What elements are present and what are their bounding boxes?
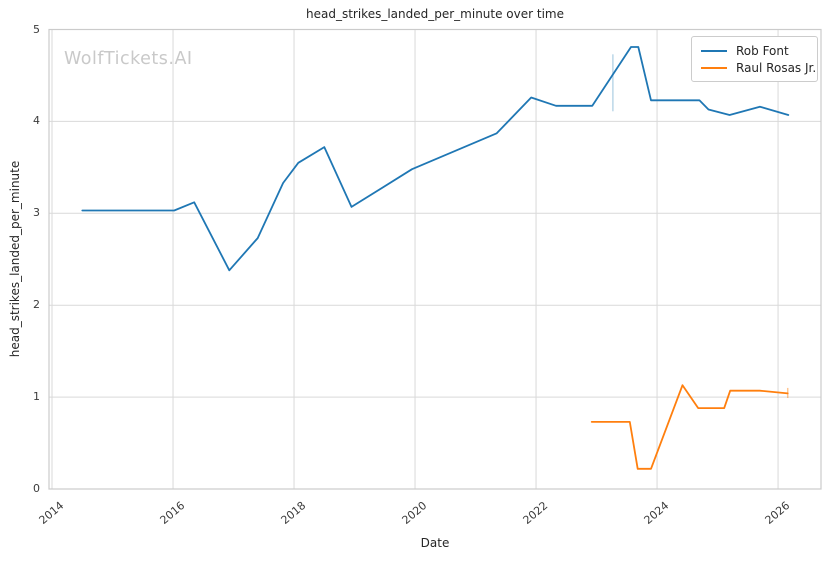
series-line-rob-font xyxy=(81,46,790,272)
y-axis-label: head_strikes_landed_per_minute xyxy=(8,160,22,358)
y-tick-label: 5 xyxy=(33,22,40,36)
legend-item-rob-font: Rob Font xyxy=(701,42,809,59)
legend-item-raul-rosas-jr: Raul Rosas Jr. xyxy=(701,59,816,76)
plot-border xyxy=(48,28,822,490)
legend-label: Raul Rosas Jr. xyxy=(736,60,817,75)
legend-label: Rob Font xyxy=(736,43,789,58)
y-tick-label: 3 xyxy=(33,206,40,220)
y-tick-label: 4 xyxy=(33,114,40,128)
y-tick-label: 1 xyxy=(33,390,40,404)
y-tick-label: 0 xyxy=(33,482,40,495)
legend: Rob Font Raul Rosas Jr. xyxy=(691,36,818,82)
legend-line-swatch-raul-rosas-jr xyxy=(701,66,727,69)
watermark: WolfTickets.AI xyxy=(64,49,193,69)
legend-line-swatch-rob-font xyxy=(701,49,727,52)
x-axis-label: Date xyxy=(420,536,450,550)
y-tick-label: 2 xyxy=(33,298,40,312)
series-line-raul-rosas-jr- xyxy=(590,384,789,470)
chart-title: head_strikes_landed_per_minute over time xyxy=(305,7,564,21)
